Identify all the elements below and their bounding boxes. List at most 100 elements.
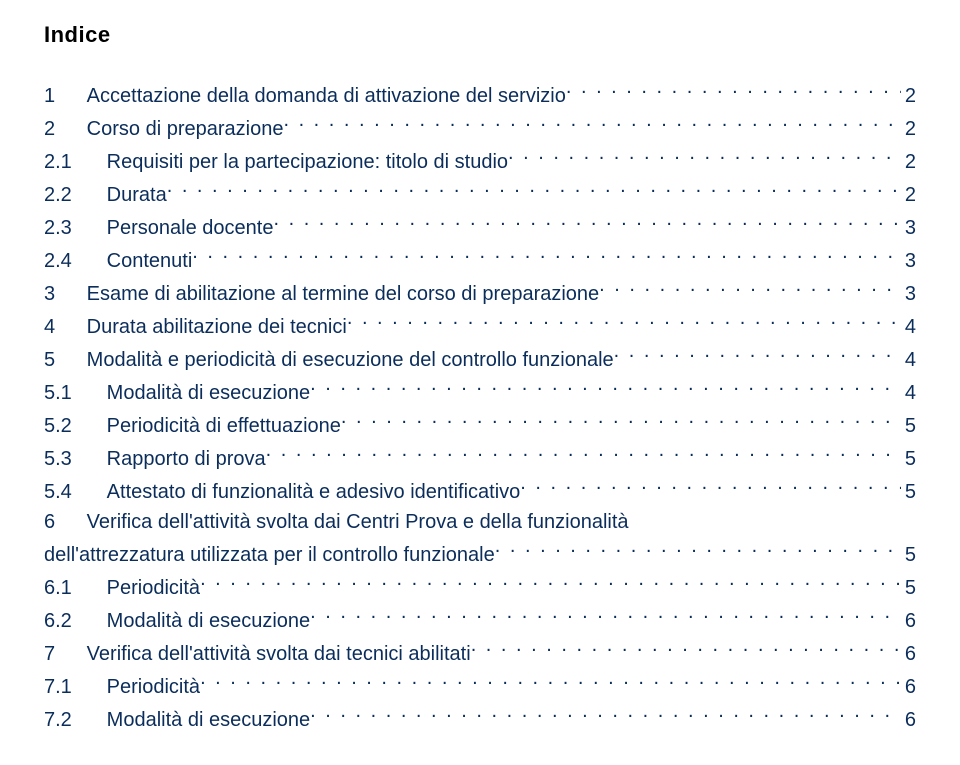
toc-entry[interactable]: 5.2 Periodicità di effettuazione 5 [44,408,916,441]
toc-entry[interactable]: 1 Accettazione della domanda di attivazi… [44,78,916,111]
toc-label: Requisiti per la partecipazione: titolo … [107,147,508,177]
toc-leader [614,342,901,366]
toc-page: 4 [901,312,916,342]
toc-entry[interactable]: 2 Corso di preparazione 2 [44,111,916,144]
toc-label: Rapporto di prova [107,444,266,474]
toc-page: 5 [901,444,916,474]
toc-label: Attestato di funzionalità e adesivo iden… [107,477,521,507]
toc-number: 6.2 [44,606,90,636]
toc-number: 2.2 [44,180,90,210]
toc-label: Durata [107,180,167,210]
toc-entry[interactable]: 2.3 Personale docente 3 [44,210,916,243]
toc-leader [347,309,901,333]
toc-page: 2 [901,147,916,177]
toc-entry[interactable]: 3 Esame di abilitazione al termine del c… [44,276,916,309]
toc-entry[interactable]: 5.3 Rapporto di prova 5 [44,441,916,474]
toc-entry[interactable]: 6.1 Periodicità 5 [44,570,916,603]
toc-label: Periodicità [107,573,200,603]
toc-page: 3 [901,279,916,309]
toc-leader [310,603,901,627]
toc-number: 4 [44,312,70,342]
toc-entry[interactable]: 5 Modalità e periodicità di esecuzione d… [44,342,916,375]
toc-entry[interactable]: 7 Verifica dell'attività svolta dai tecn… [44,636,916,669]
toc-entry[interactable]: 4 Durata abilitazione dei tecnici 4 [44,309,916,342]
toc-number: 6 [44,507,70,537]
toc-number: 5.4 [44,477,90,507]
toc-page: 6 [901,672,916,702]
toc-leader [192,243,901,267]
toc-leader [599,276,901,300]
toc-label: Accettazione della domanda di attivazion… [87,81,566,111]
toc-page: 5 [901,411,916,441]
toc-leader [273,210,900,234]
toc-entry[interactable]: 5.4 Attestato di funzionalità e adesivo … [44,474,916,507]
toc-leader [566,78,901,102]
toc-label: Periodicità di effettuazione [107,411,341,441]
toc-leader [310,702,901,726]
toc-number: 7.2 [44,705,90,735]
toc-page: 4 [901,378,916,408]
toc-label: Modalità di esecuzione [107,378,310,408]
toc-number: 7 [44,639,70,669]
toc-number: 7.1 [44,672,90,702]
toc-number: 5.3 [44,444,90,474]
toc-label: Verifica dell'attività svolta dai Centri… [87,507,629,537]
toc-label: Verifica dell'attività svolta dai tecnic… [87,639,471,669]
page-title: Indice [44,22,916,48]
toc-page: 3 [901,246,916,276]
toc-leader [471,636,901,660]
toc-page: 2 [901,180,916,210]
toc-page: 4 [901,345,916,375]
toc-label: Contenuti [107,246,193,276]
toc-page: 6 [901,705,916,735]
toc-leader [200,669,901,693]
toc-leader [495,537,901,561]
toc-number: 5.2 [44,411,90,441]
toc-label: Corso di preparazione [87,114,284,144]
toc-page: 5 [901,573,916,603]
toc-page: 3 [901,213,916,243]
table-of-contents: 1 Accettazione della domanda di attivazi… [44,78,916,735]
toc-page: 6 [901,606,916,636]
toc-label: Modalità e periodicità di esecuzione del… [87,345,614,375]
toc-leader [508,144,901,168]
toc-entry[interactable]: 6.2 Modalità di esecuzione 6 [44,603,916,636]
toc-entry[interactable]: 6 Verifica dell'attività svolta dai Cent… [44,507,916,537]
toc-label: dell'attrezzatura utilizzata per il cont… [44,540,495,570]
toc-leader [341,408,901,432]
toc-entry[interactable]: 2.1 Requisiti per la partecipazione: tit… [44,144,916,177]
toc-page: 5 [901,477,916,507]
toc-leader [310,375,901,399]
toc-number: 2.1 [44,147,90,177]
toc-number: 5.1 [44,378,90,408]
document-page: Indice 1 Accettazione della domanda di a… [0,0,960,765]
toc-entry[interactable]: 2.2 Durata 2 [44,177,916,210]
toc-entry[interactable]: 2.4 Contenuti 3 [44,243,916,276]
toc-leader [167,177,901,201]
toc-leader [283,111,900,135]
toc-page: 2 [901,114,916,144]
toc-leader [520,474,901,498]
toc-label: Periodicità [107,672,200,702]
toc-leader [200,570,901,594]
toc-entry-continuation[interactable]: dell'attrezzatura utilizzata per il cont… [44,537,916,570]
toc-label: Modalità di esecuzione [107,705,310,735]
toc-entry[interactable]: 7.1 Periodicità 6 [44,669,916,702]
toc-label: Esame di abilitazione al termine del cor… [87,279,600,309]
toc-number: 3 [44,279,70,309]
toc-page: 2 [901,81,916,111]
toc-number: 2.3 [44,213,90,243]
toc-number: 2.4 [44,246,90,276]
toc-label: Durata abilitazione dei tecnici [87,312,347,342]
toc-page: 5 [901,540,916,570]
toc-number: 1 [44,81,70,111]
toc-label: Personale docente [107,213,274,243]
toc-page: 6 [901,639,916,669]
toc-number: 6.1 [44,573,90,603]
toc-number: 2 [44,114,70,144]
toc-entry[interactable]: 5.1 Modalità di esecuzione 4 [44,375,916,408]
toc-number: 5 [44,345,70,375]
toc-entry[interactable]: 7.2 Modalità di esecuzione 6 [44,702,916,735]
toc-leader [266,441,901,465]
toc-label: Modalità di esecuzione [107,606,310,636]
